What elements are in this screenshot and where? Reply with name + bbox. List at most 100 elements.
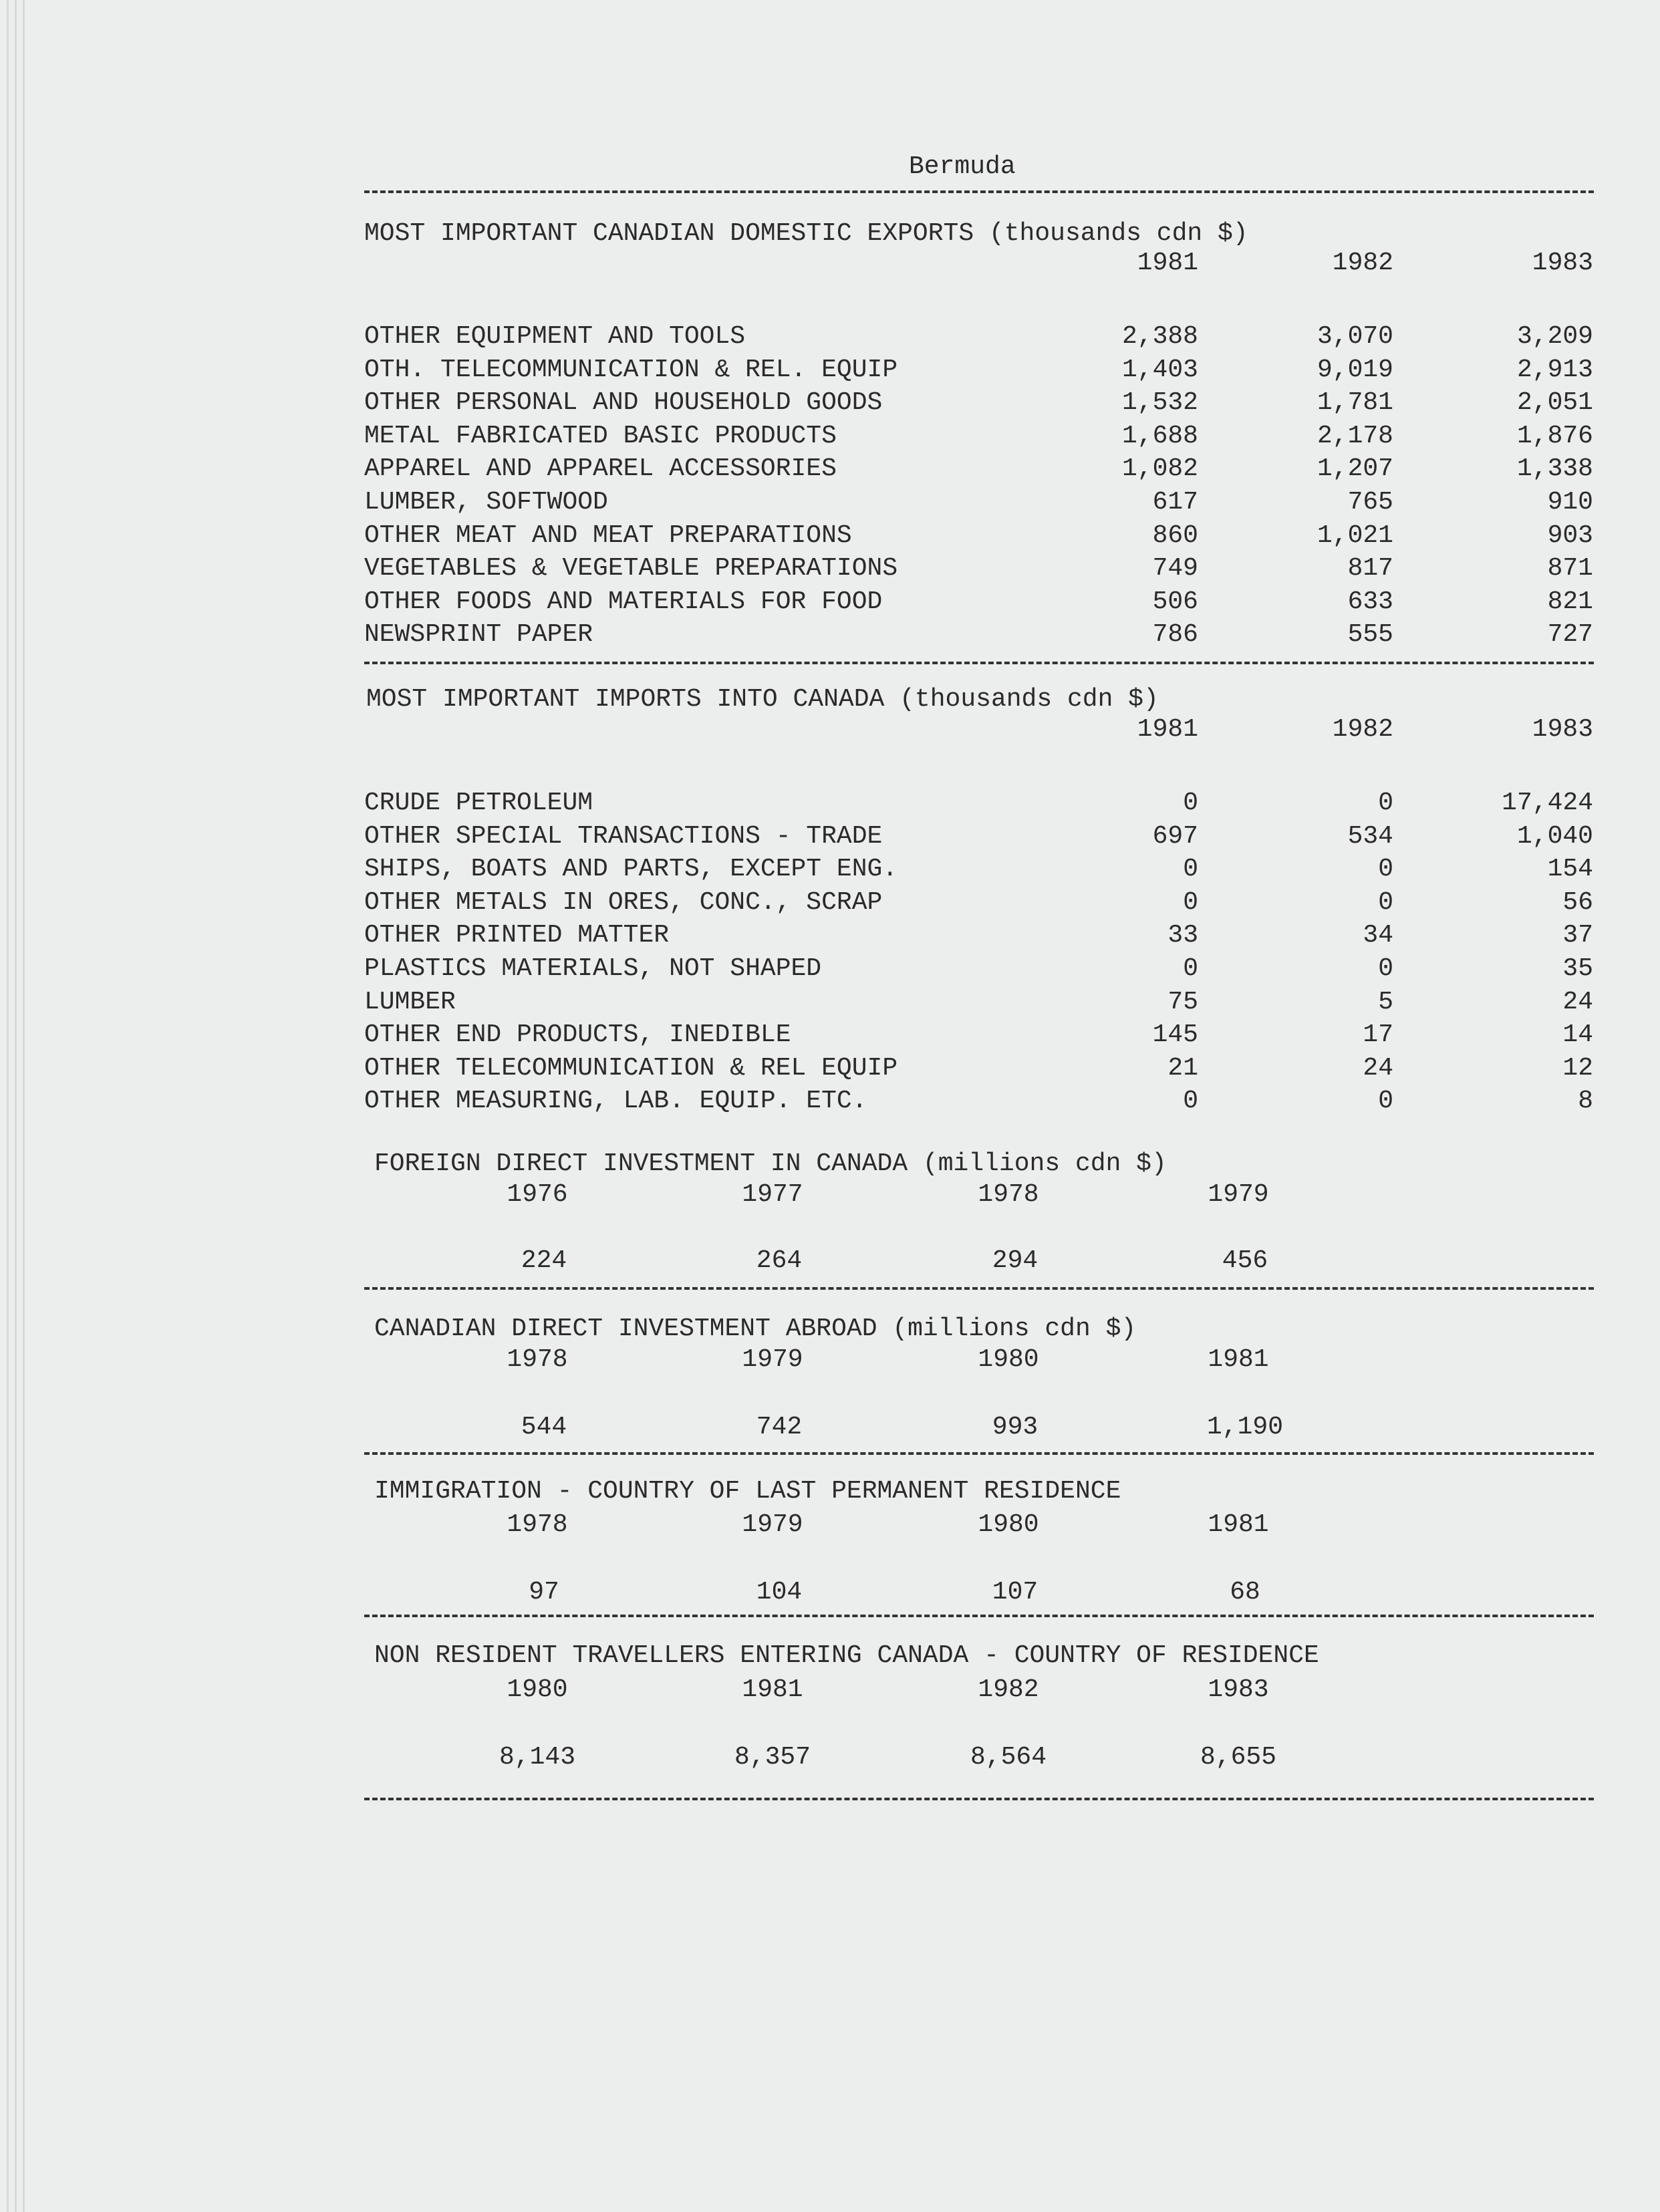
year-header: 1979 [1208,1180,1269,1209]
row-value: 633 [1347,587,1393,616]
divider [364,1798,1594,1800]
year-header: 1983 [1532,249,1593,277]
row-label: METAL FABRICATED BASIC PRODUCTS [364,421,837,450]
year-header: 1981 [1208,1510,1269,1539]
row-value: 534 [1347,821,1393,851]
value: 107 [992,1578,1039,1607]
value: 456 [1222,1246,1268,1275]
row-value: 21 [1167,1053,1198,1083]
table-row: APPAREL AND APPAREL ACCESSORIES 1,082 1,20… [364,454,1594,488]
table-row: VEGETABLES & VEGETABLE PREPARATIONS 749 81… [364,554,1594,587]
year-header: 1981 [1137,249,1198,277]
year-header: 1982 [978,1675,1039,1704]
section-title: CANADIAN DIRECT INVESTMENT ABROAD (milli… [374,1315,1137,1343]
row-value: 37 [1562,921,1593,950]
row-value: 903 [1547,521,1593,550]
table-row: OTHER PERSONAL AND HOUSEHOLD GOODS 1,532 1… [364,388,1594,422]
row-value: 2,051 [1516,388,1593,418]
page-title: Bermuda [909,152,1016,181]
row-value: 871 [1547,554,1593,583]
row-value: 821 [1547,587,1593,616]
row-value: 0 [1183,887,1198,917]
table-row: PLASTICS MATERIALS, NOT SHAPED 0 0 35 [364,954,1594,988]
row-value: 727 [1547,620,1593,650]
value: 8,143 [499,1743,576,1772]
row-value: 555 [1347,620,1393,650]
table-row: OTHER FOODS AND MATERIALS FOR FOOD 506 633… [364,587,1594,621]
value: 544 [521,1413,567,1441]
row-value: 1,403 [1121,355,1198,384]
year-header: 1977 [742,1180,803,1209]
divider [364,1452,1594,1455]
imports-title: MOST IMPORTANT IMPORTS INTO CANADA (thou… [366,685,1159,714]
year-header: 1983 [1208,1675,1269,1704]
section-title: NON RESIDENT TRAVELLERS ENTERING CANADA … [374,1641,1319,1670]
year-header: 1981 [1137,715,1198,744]
row-value: 1,532 [1121,388,1198,418]
exports-title: MOST IMPORTANT CANADIAN DOMESTIC EXPORTS… [364,219,1248,248]
table-row: OTHER TELECOMMUNICATION & REL EQUIP 21 24 1… [364,1054,1594,1087]
table-row: OTHER MEAT AND MEAT PREPARATIONS 860 1,021… [364,521,1594,555]
row-value: 0 [1183,1087,1198,1116]
table-row: CRUDE PETROLEUM 0 0 17,424 [364,789,1594,822]
row-label: OTHER MEASURING, LAB. EQUIP. ETC. [364,1087,867,1116]
table-row: NEWSPRINT PAPER 786 555 727 [364,620,1594,654]
row-value: 786 [1152,620,1198,650]
value: 97 [529,1578,559,1607]
row-value: 0 [1378,855,1393,884]
row-label: LUMBER, SOFTWOOD [364,488,608,517]
year-header: 1981 [1208,1345,1269,1374]
row-label: NEWSPRINT PAPER [364,620,593,650]
value: 8,655 [1200,1743,1277,1772]
page-edge [15,0,17,2212]
row-value: 1,688 [1121,421,1198,450]
year-header: 1979 [742,1510,803,1539]
row-label: OTHER PRINTED MATTER [364,921,670,950]
row-label: OTHER EQUIPMENT AND TOOLS [364,322,746,351]
row-value: 0 [1183,855,1198,884]
row-value: 0 [1378,789,1393,817]
row-label: LUMBER [364,987,456,1016]
row-value: 0 [1378,887,1393,917]
row-value: 24 [1363,1053,1393,1083]
row-label: OTHER PERSONAL AND HOUSEHOLD GOODS [364,388,883,418]
table-row: SHIPS, BOATS AND PARTS, EXCEPT ENG. 0 0 154 [364,855,1594,888]
year-header: 1978 [507,1510,568,1539]
row-label: OTHER TELECOMMUNICATION & REL EQUIP [364,1053,898,1083]
divider [364,662,1594,664]
row-value: 2,913 [1516,355,1593,384]
year-header: 1983 [1532,715,1593,744]
value: 8,564 [970,1743,1047,1772]
value: 1,190 [1206,1413,1284,1441]
row-value: 0 [1378,954,1393,983]
row-label: OTHER MEAT AND MEAT PREPARATIONS [364,521,852,550]
page-edge [23,0,25,2212]
row-value: 17 [1363,1020,1393,1050]
row-value: 75 [1167,987,1198,1016]
year-header: 1980 [507,1675,568,1704]
row-label: SHIPS, BOATS AND PARTS, EXCEPT ENG. [364,855,898,884]
row-value: 0 [1378,1087,1393,1116]
row-value: 506 [1152,587,1198,616]
year-header: 1980 [978,1345,1039,1374]
table-row: OTHER METALS IN ORES, CONC., SCRAP 0 0 56 [364,888,1594,922]
row-value: 14 [1562,1020,1593,1050]
year-header: 1981 [742,1675,803,1704]
row-value: 0 [1183,789,1198,817]
row-value: 1,781 [1317,388,1393,418]
table-row: OTH. TELECOMMUNICATION & REL. EQUIP 1,403… [364,356,1594,389]
row-value: 5 [1378,987,1393,1016]
row-value: 1,082 [1121,454,1198,484]
row-value: 35 [1562,954,1593,983]
row-value: 145 [1152,1020,1198,1050]
row-label: OTHER SPECIAL TRANSACTIONS - TRADE [364,821,883,851]
row-value: 817 [1347,554,1393,583]
year-header: 1978 [507,1345,568,1374]
year-header: 1982 [1332,249,1393,277]
row-value: 697 [1152,821,1198,851]
row-value: 8 [1578,1087,1593,1116]
row-value: 1,040 [1516,821,1593,851]
row-value: 765 [1347,488,1393,517]
row-value: 1,338 [1516,454,1593,484]
row-value: 3,209 [1516,322,1593,351]
